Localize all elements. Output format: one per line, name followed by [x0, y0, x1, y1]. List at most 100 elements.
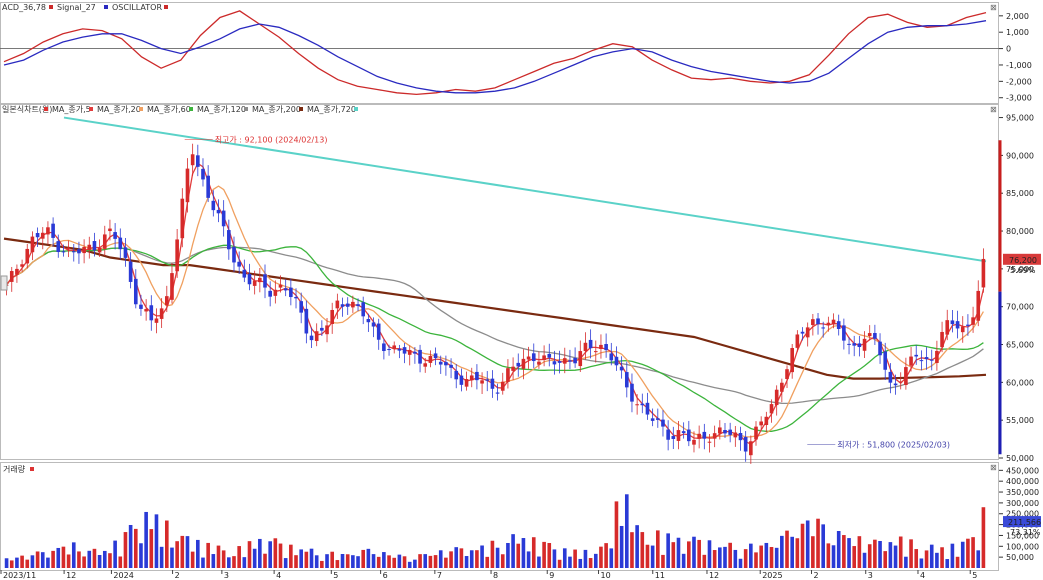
candle-body [454, 370, 459, 380]
volume-bar [113, 540, 117, 568]
price-legend-swatch [354, 107, 358, 111]
volume-bar [981, 507, 986, 568]
candle-body [371, 322, 376, 327]
volume-bar [521, 538, 526, 568]
candle-body [459, 375, 464, 385]
macd-tick-label: 1,000 [1006, 28, 1029, 37]
current-volume-box [1003, 516, 1041, 528]
low-price-annotation: 최저가 : 51,800 (2025/02/03) [837, 439, 950, 449]
volume-bar [97, 555, 102, 568]
price-legend-entry: MA_종가,720 [307, 105, 356, 114]
volume-bar [857, 536, 862, 568]
candle-body [294, 297, 298, 299]
volume-bar [227, 557, 231, 568]
price-legend-swatch [89, 107, 93, 111]
candle-body [164, 296, 169, 306]
x-tick-label: 4 [920, 571, 925, 580]
candle-body [552, 361, 557, 365]
candle-body [976, 290, 981, 321]
candle-body [718, 427, 722, 434]
left-scroll-handle[interactable] [0, 275, 8, 291]
candle-body [692, 439, 696, 445]
candle-body [196, 155, 200, 167]
ma-60-line [6, 244, 984, 432]
volume-bar [438, 550, 443, 568]
volume-bar [867, 544, 872, 568]
x-tick-label: 2 [175, 571, 180, 580]
candle-body [733, 432, 738, 438]
x-tick-label: 5 [972, 571, 977, 580]
volume-bar [826, 543, 831, 568]
volume-bar [728, 542, 732, 568]
candle-body [351, 301, 355, 308]
candle-body [273, 289, 278, 296]
candle-body [981, 258, 986, 288]
volume-bar [485, 556, 490, 568]
candle-body [485, 379, 490, 381]
macd-legend-swatch [164, 5, 168, 9]
volume-bar [170, 547, 174, 568]
candle-body [190, 154, 195, 166]
candle-body [159, 308, 164, 319]
x-tick-label: 7 [437, 571, 442, 580]
candle-body [878, 341, 882, 356]
volume-bar [893, 545, 898, 568]
candle-body [924, 357, 929, 360]
volume-bar [898, 536, 903, 568]
candle-body [790, 348, 794, 373]
volume-bar [299, 549, 303, 568]
volume-bar [687, 541, 691, 568]
volume-bar [692, 536, 696, 568]
candle-body [630, 383, 634, 402]
candle-body [593, 351, 598, 353]
volume-bar [273, 538, 278, 568]
volume-bar [929, 544, 934, 568]
current-change-label: 5.69% [1010, 266, 1036, 275]
candle-body [847, 343, 851, 345]
volume-bar [201, 557, 205, 568]
current-volume-label: 211,566 [1008, 518, 1041, 527]
macd-lines [3, 10, 987, 96]
volume-bar [211, 554, 216, 568]
candle-body [289, 287, 293, 298]
candle-body [935, 350, 939, 363]
price-legend-swatch [299, 107, 303, 111]
candle-body [113, 232, 117, 239]
candle-body [56, 241, 61, 253]
candle-body [278, 284, 283, 288]
volume-bar [247, 541, 252, 568]
candle-body [842, 325, 846, 341]
volume-bar [123, 532, 128, 568]
volume-bar [335, 560, 340, 568]
macd-close-icon[interactable]: ⊠ [990, 3, 997, 12]
candle-body [397, 348, 402, 351]
volume-bar [614, 501, 619, 568]
candle-body [516, 362, 521, 367]
volume-bar [645, 544, 650, 568]
volume-bar [51, 550, 55, 568]
candle-body [816, 318, 820, 325]
volume-bar [774, 547, 779, 568]
price-tick-label: 60,000 [1006, 378, 1034, 387]
candle-body [108, 228, 112, 232]
volume-bar [712, 550, 717, 568]
volume-bar [242, 557, 247, 568]
candle-body [578, 351, 583, 367]
volume-bar [185, 536, 190, 568]
volume-bar [836, 531, 841, 568]
volume-close-icon[interactable]: ⊠ [990, 463, 997, 472]
right-axis-bg [999, 0, 1043, 580]
candle-body [133, 278, 138, 305]
candle-body [805, 327, 810, 338]
candle-body [97, 247, 102, 253]
price-close-icon[interactable]: ⊠ [990, 105, 997, 114]
volume-bar [945, 559, 950, 568]
volume-bar [283, 558, 288, 568]
volume-bar [77, 551, 81, 568]
candle-body [428, 355, 433, 363]
volume-bar [723, 546, 727, 568]
volume-bar [950, 543, 955, 568]
volume-tick-label: 350,000 [1006, 488, 1039, 497]
candle-body [857, 343, 862, 348]
x-tick-label: 9 [549, 571, 554, 580]
